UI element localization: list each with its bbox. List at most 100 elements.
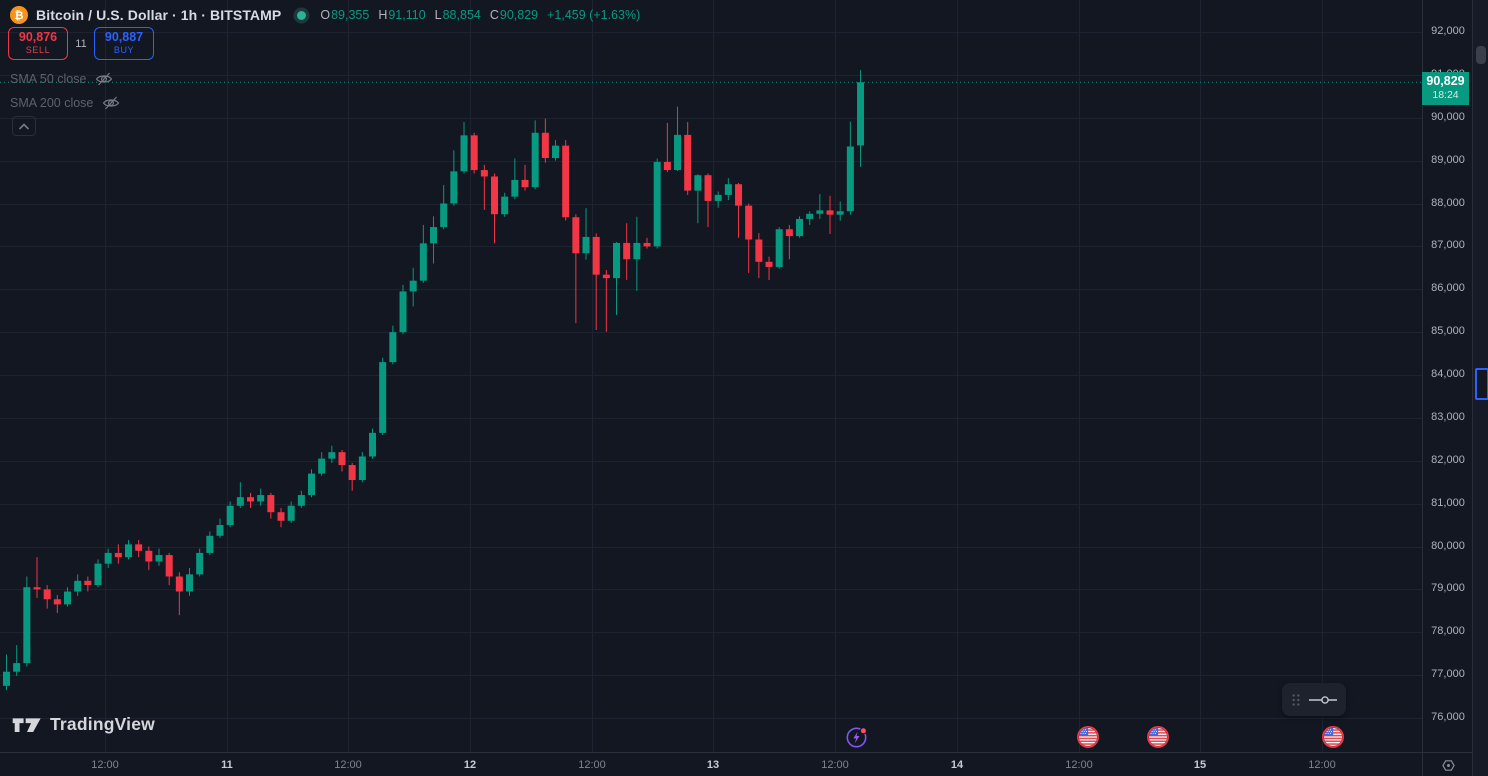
tradingview-logo[interactable]: TradingView	[12, 714, 155, 735]
candle-body[interactable]	[53, 599, 61, 605]
slider-icon[interactable]	[1308, 694, 1338, 706]
candle-body[interactable]	[450, 171, 458, 204]
candle-body[interactable]	[409, 280, 417, 292]
candle-body[interactable]	[196, 552, 204, 575]
candle-body[interactable]	[277, 512, 285, 521]
candle-body[interactable]	[308, 473, 316, 496]
us-flag-event-icon[interactable]	[1321, 725, 1345, 749]
candle-body[interactable]	[470, 135, 478, 171]
candle-body[interactable]	[104, 552, 112, 564]
candle-body[interactable]	[399, 291, 407, 333]
candle-body[interactable]	[846, 146, 854, 212]
candle-body[interactable]	[806, 213, 814, 219]
candle-body[interactable]	[572, 217, 580, 254]
candle-body[interactable]	[714, 194, 722, 201]
indicator-legend-sma50[interactable]: SMA 50 close	[10, 70, 113, 88]
candle-body[interactable]	[836, 211, 844, 215]
candle-body[interactable]	[643, 242, 651, 247]
candle-body[interactable]	[541, 132, 549, 159]
candle-body[interactable]	[389, 332, 397, 363]
us-flag-event-icon[interactable]	[1146, 725, 1170, 749]
candle-body[interactable]	[521, 179, 529, 188]
candle-body[interactable]	[785, 229, 793, 237]
time-axis[interactable]: 12:00 11 12:00 12 12:00 13 12:00 14 12:00 15 12:00	[0, 752, 1472, 776]
candle-body[interactable]	[257, 495, 265, 502]
candle-body[interactable]	[775, 229, 783, 267]
buy-button[interactable]: 90,887 BUY	[94, 27, 154, 60]
candle-body[interactable]	[419, 243, 427, 281]
candle-body[interactable]	[613, 242, 621, 279]
candle-body[interactable]	[796, 218, 804, 237]
candle-body[interactable]	[186, 574, 194, 592]
chart-mini-toolbar[interactable]	[1282, 683, 1346, 716]
candle-body[interactable]	[13, 663, 21, 672]
candle-body[interactable]	[338, 452, 346, 466]
candle-body[interactable]	[531, 132, 539, 188]
candle-body[interactable]	[206, 535, 214, 553]
drag-handle-icon[interactable]	[1291, 693, 1301, 707]
candle-body[interactable]	[684, 134, 692, 191]
candle-body[interactable]	[23, 587, 31, 664]
eye-off-icon[interactable]	[95, 72, 113, 86]
candle-body[interactable]	[816, 210, 824, 214]
candle-body[interactable]	[694, 175, 702, 191]
candle-body[interactable]	[328, 452, 336, 459]
candle-body[interactable]	[64, 591, 72, 605]
scrollbar-thumb[interactable]	[1476, 46, 1486, 64]
candle-body[interactable]	[480, 170, 488, 177]
candle-body[interactable]	[755, 239, 763, 262]
candle-body[interactable]	[226, 505, 234, 526]
candle-body[interactable]	[633, 242, 641, 260]
symbol-title[interactable]: Bitcoin / U.S. Dollar · 1h · BITSTAMP	[36, 7, 282, 23]
candle-body[interactable]	[33, 587, 41, 590]
settings-gear-icon[interactable]	[1441, 758, 1456, 773]
candle-body[interactable]	[582, 236, 590, 254]
candle-body[interactable]	[135, 544, 143, 551]
candle-body[interactable]	[125, 544, 133, 558]
price-axis[interactable]: 92,00091,00090,00089,00088,00087,00086,0…	[1422, 0, 1473, 752]
candle-body[interactable]	[267, 495, 275, 513]
candle-body[interactable]	[236, 497, 244, 506]
candle-body[interactable]	[155, 555, 163, 562]
selected-tool-indicator[interactable]	[1475, 368, 1488, 400]
sell-button[interactable]: 90,876 SELL	[8, 27, 68, 60]
candle-body[interactable]	[430, 227, 438, 244]
candle-body[interactable]	[114, 552, 122, 558]
candle-body[interactable]	[3, 671, 10, 686]
candle-body[interactable]	[674, 134, 682, 171]
candle-body[interactable]	[562, 145, 570, 218]
candlestick-chart[interactable]	[0, 0, 1422, 752]
candle-body[interactable]	[765, 261, 773, 267]
candle-body[interactable]	[735, 184, 743, 206]
candle-body[interactable]	[287, 505, 295, 521]
candle-body[interactable]	[247, 497, 255, 502]
candle-body[interactable]	[460, 135, 468, 172]
candle-body[interactable]	[552, 145, 560, 159]
candle-body[interactable]	[165, 555, 173, 577]
candle-body[interactable]	[348, 465, 356, 481]
candle-body[interactable]	[602, 274, 610, 279]
candle-body[interactable]	[724, 184, 732, 195]
indicator-legend-sma200[interactable]: SMA 200 close	[10, 94, 120, 112]
candle-body[interactable]	[379, 362, 387, 433]
candle-body[interactable]	[511, 179, 519, 197]
candle-body[interactable]	[358, 456, 366, 481]
candle-body[interactable]	[653, 161, 661, 247]
candle-body[interactable]	[175, 576, 183, 592]
economic-calendar-event-icon[interactable]	[845, 725, 869, 749]
candle-body[interactable]	[145, 550, 153, 562]
legend-collapse-button[interactable]	[12, 116, 36, 136]
us-flag-event-icon[interactable]	[1076, 725, 1100, 749]
candle-body[interactable]	[216, 525, 224, 536]
candle-body[interactable]	[491, 176, 499, 215]
realtime-status-icon[interactable]	[297, 10, 307, 20]
candle-body[interactable]	[857, 82, 865, 146]
candle-body[interactable]	[592, 236, 600, 275]
candle-body[interactable]	[74, 580, 82, 592]
candle-body[interactable]	[704, 175, 712, 201]
candle-body[interactable]	[84, 580, 92, 586]
candle-body[interactable]	[318, 458, 326, 474]
candle-body[interactable]	[663, 161, 671, 171]
candle-body[interactable]	[369, 432, 377, 457]
candle-body[interactable]	[623, 242, 631, 260]
